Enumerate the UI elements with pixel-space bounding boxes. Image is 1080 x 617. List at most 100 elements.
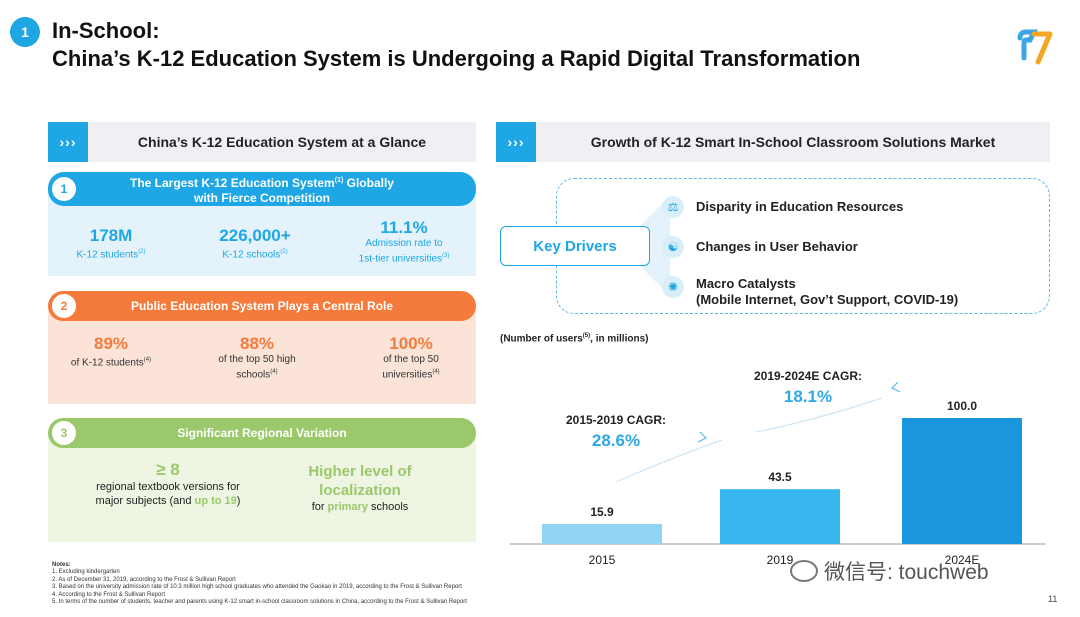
stat-public-students: 89% of K-12 students(4) (56, 334, 166, 369)
section1-number: 1 (50, 175, 78, 203)
chevron-right-icon: ››› (496, 122, 536, 162)
driver-item: ✺ Macro Catalysts (Mobile Internet, Gov’… (662, 276, 958, 308)
right-panel-title: Growth of K-12 Smart In-School Classroom… (590, 134, 996, 150)
section1-bar: The Largest K-12 Education System(1) Glo… (48, 172, 476, 206)
stat-localization-line2: localization (319, 482, 401, 499)
bar-chart: 2015-2019 CAGR: 28.6% 2019-2024E CAGR: 1… (510, 369, 1046, 567)
driver-item: ☯ Changes in User Behavior (662, 236, 858, 258)
section1-title-end: Globally (343, 175, 394, 190)
stat-high-schools-label: of the top 50 high (218, 354, 296, 365)
stat-schools-sup: (2) (280, 249, 288, 255)
notes-title: Notes: (52, 562, 71, 568)
section2-box (48, 306, 476, 404)
note-item: 5. In terms of the number of students, t… (52, 599, 467, 606)
scale-icon: ⚖ (662, 196, 684, 218)
units-label-sup: (5) (582, 333, 591, 339)
section1-title-sup: (1) (334, 176, 344, 184)
stat-localization-line3a: for (311, 501, 328, 513)
stat-high-schools: 88% of the top 50 high schools(4) (202, 334, 312, 381)
x-tick-label: 2019 (767, 553, 794, 567)
stat-admission-label2: 1st-tier universities (358, 253, 442, 265)
stat-textbooks-line1: regional textbook versions for (96, 481, 240, 493)
stat-textbooks: ≥ 8 regional textbook versions for major… (70, 460, 266, 508)
left-panel-title: China’s K-12 Education System at a Glanc… (137, 134, 427, 150)
cagr-label-2: 2019-2024E CAGR: (754, 369, 862, 383)
cagr-value-1: 28.6% (592, 431, 640, 450)
driver-connector (640, 196, 670, 296)
catalyst-icon: ✺ (662, 276, 684, 298)
note-item: 2. As of December 31, 2019, according to… (52, 576, 236, 583)
stat-textbooks-line2a: major subjects (and (95, 495, 195, 507)
bar-value-label: 43.5 (768, 470, 792, 484)
cagr-value-2: 18.1% (784, 387, 832, 406)
section1-title-line2: with Fierce Competition (193, 190, 330, 205)
bar-2015 (542, 523, 662, 544)
cagr-arrow-2 (755, 397, 883, 433)
page-number: 11 (1048, 594, 1058, 604)
stat-high-schools-sup: (4) (270, 369, 278, 375)
section2-bar: Public Education System Plays a Central … (48, 291, 476, 321)
section3-title: Significant Regional Variation (177, 425, 347, 440)
stat-students: 178M K-12 students(2) (56, 226, 166, 261)
section3-box (48, 432, 476, 542)
behavior-icon: ☯ (662, 236, 684, 258)
units-label-start: (Number of users (500, 333, 583, 345)
section-number-badge: 1 (10, 17, 40, 47)
note-item: 3. Based on the university admission rat… (52, 584, 462, 591)
page-title-line1: In-School: (52, 18, 160, 43)
driver-item: ⚖ Disparity in Education Resources (662, 196, 903, 218)
stat-high-schools-label2: schools (236, 369, 271, 381)
stat-textbooks-value: ≥ 8 (156, 460, 180, 479)
watermark-text: 微信号: touchweb (824, 561, 989, 584)
stat-localization-line3c: schools (367, 501, 409, 513)
section2-title: Public Education System Plays a Central … (130, 298, 394, 313)
section1-title-line1: The Largest K-12 Education System (130, 175, 335, 190)
stat-public-students-value: 89% (93, 334, 129, 353)
note-item: 4. According to the Frost & Sullivan Rep… (52, 591, 166, 598)
driver-label: Macro Catalysts (696, 276, 796, 291)
section3-number: 3 (50, 419, 78, 447)
x-tick-label: 2024E (945, 553, 980, 567)
stat-universities: 100% of the top 50 universities(4) (356, 334, 466, 381)
stat-students-value: 178M (89, 226, 133, 245)
stat-admission-sup: (3) (442, 253, 450, 259)
stat-public-students-sup: (4) (143, 357, 152, 363)
bar-2019 (720, 489, 840, 544)
footnotes: Notes: 1. Excluding kindergarten 2. As o… (52, 562, 467, 606)
driver-label: Changes in User Behavior (696, 239, 858, 254)
stat-localization-line1: Higher level of (308, 463, 412, 480)
section2-number: 2 (50, 292, 78, 320)
driver-label-sub: (Mobile Internet, Gov’t Support, COVID-1… (696, 292, 959, 307)
arrow-head-icon (890, 381, 901, 393)
stat-universities-label2: universities (382, 369, 433, 381)
key-drivers-label: Key Drivers (500, 226, 650, 266)
stat-universities-value: 100% (389, 334, 433, 353)
stat-students-label: K-12 students (76, 249, 139, 261)
right-panel-header: ››› Growth of K-12 Smart In-School Class… (496, 122, 1050, 162)
company-logo-icon (1017, 29, 1053, 65)
stat-schools-label: K-12 schools (222, 249, 281, 261)
arrow-head-icon (697, 431, 708, 443)
stat-high-schools-value: 88% (239, 334, 275, 353)
cagr-label-1: 2015-2019 CAGR: (566, 413, 666, 427)
cagr-arrow-1 (615, 439, 723, 483)
wechat-icon (790, 560, 818, 582)
units-label-end: , in millions) (590, 333, 649, 345)
x-tick-label: 2015 (589, 553, 616, 567)
stat-public-students-label: of K-12 students (70, 357, 144, 369)
page-title-line2: China’s K-12 Education System is Undergo… (52, 46, 861, 71)
left-panel-header: ››› China’s K-12 Education System at a G… (48, 122, 476, 162)
note-item: 1. Excluding kindergarten (52, 569, 120, 576)
stat-textbooks-line2b: up to 19 (194, 495, 237, 507)
bar-value-label: 15.9 (590, 505, 614, 519)
stat-universities-sup: (4) (432, 369, 440, 375)
chart-units-label: (Number of users(5), in millions) (500, 333, 648, 344)
stat-admission-value: 11.1% (380, 218, 428, 237)
chevron-right-icon: ››› (48, 122, 88, 162)
bar-2024E (902, 418, 1022, 544)
stat-students-sup: (2) (138, 249, 146, 255)
stat-schools-value: 226,000+ (219, 226, 291, 245)
stat-admission-label: Admission rate to (365, 238, 443, 249)
driver-label: Disparity in Education Resources (696, 199, 904, 214)
watermark: 微信号: touchweb (790, 556, 989, 586)
